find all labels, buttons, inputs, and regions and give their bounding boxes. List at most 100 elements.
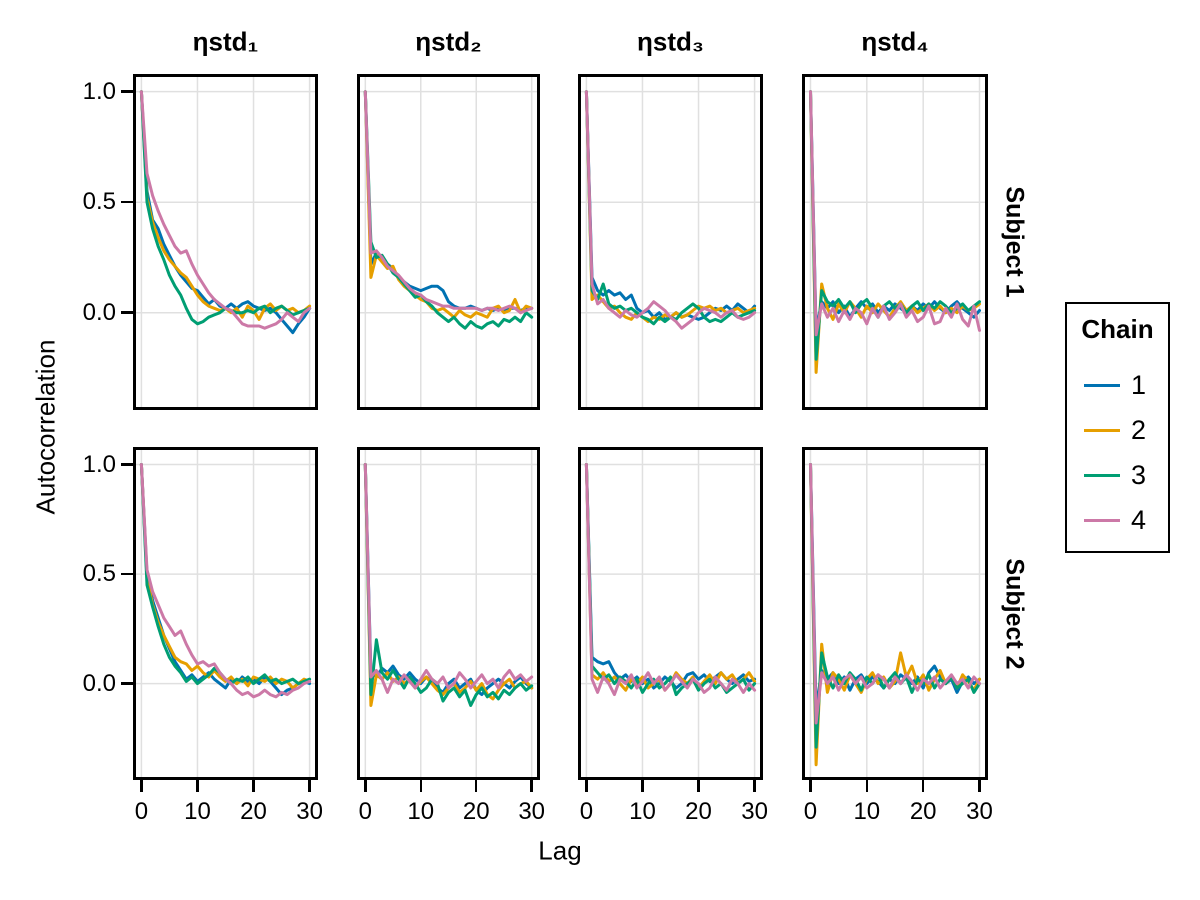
x-tick-mark: [978, 780, 981, 792]
legend-line-swatch: [1084, 383, 1120, 387]
y-tick-label: 0.0: [82, 298, 116, 326]
x-tick-mark: [697, 780, 700, 792]
legend-box: Chain 1 2 3 4: [1065, 302, 1170, 553]
x-tick-label: 20: [685, 798, 712, 825]
chain-4-line: [584, 463, 757, 697]
y-tick-label: 1.0: [82, 77, 116, 105]
facet-panel-subject-1-col3: [578, 74, 763, 410]
facet-panel-subject-2-col1: [133, 447, 318, 780]
facet-row-label-2: Subject 2: [1000, 557, 1029, 670]
x-tick-label: 30: [518, 798, 546, 825]
panel-background: [357, 447, 540, 780]
y-tick-mark: [121, 572, 133, 576]
chain-4-line: [363, 90, 534, 315]
facet-title-col1: ηstd₁: [192, 26, 259, 57]
panel-border: [133, 447, 318, 780]
legend-line-swatch: [1084, 473, 1120, 477]
chain-4-line: [139, 463, 312, 699]
facet-title-col3: ηstd₃: [637, 26, 704, 57]
x-tick-label: 0: [134, 798, 149, 825]
chain-4-line: [809, 463, 981, 725]
legend-entry-chain-2: 2: [1067, 415, 1168, 445]
legend-entry-chain-4: 4: [1067, 505, 1168, 535]
x-tick-mark: [809, 780, 812, 792]
panel-background: [802, 447, 988, 780]
x-tick-mark: [865, 780, 869, 792]
panel-border: [357, 447, 540, 780]
x-tick-label: 10: [853, 798, 881, 825]
x-tick-label: 0: [358, 798, 372, 825]
panel-border: [802, 447, 988, 780]
x-tick-mark: [252, 780, 255, 792]
x-tick-label: 20: [462, 798, 490, 825]
panel-background: [578, 74, 763, 410]
x-tick-mark: [419, 780, 423, 792]
chain-1-line: [809, 90, 981, 332]
legend-entry-chain-3: 3: [1067, 460, 1168, 490]
facet-panel-subject-1-col4: [802, 74, 988, 410]
y-tick-mark: [121, 200, 133, 204]
x-tick-label: 10: [407, 798, 435, 825]
y-tick-mark: [121, 682, 133, 685]
x-tick-label: 30: [741, 798, 768, 825]
panel-border: [802, 74, 988, 410]
y-tick-label: 0.5: [82, 560, 116, 588]
panel-border: [578, 74, 763, 410]
x-tick-label: 30: [296, 798, 323, 825]
panel-background: [133, 447, 318, 780]
facet-title-col4: ηstd₄: [861, 26, 929, 57]
x-tick-mark: [308, 780, 311, 792]
legend-entry-label: 4: [1131, 504, 1147, 535]
legend-line-swatch: [1084, 428, 1120, 432]
facet-panel-subject-2-col4: [802, 447, 988, 780]
x-tick-label: 10: [629, 798, 656, 825]
chain-2-line: [139, 463, 312, 690]
x-axis-label: Lag: [538, 835, 582, 866]
x-tick-label: 20: [240, 798, 267, 825]
panel-background: [578, 447, 763, 780]
legend-line-swatch: [1084, 518, 1120, 522]
facet-title-col2: ηstd₂: [415, 26, 482, 57]
y-tick-label: 0.0: [82, 669, 116, 697]
y-tick-mark: [121, 463, 133, 466]
x-tick-mark: [364, 780, 367, 792]
x-tick-mark: [474, 780, 478, 792]
x-tick-label: 30: [966, 798, 993, 825]
legend-entry-label: 3: [1131, 459, 1147, 490]
chain-2-line: [363, 90, 534, 319]
chain-4-line: [809, 90, 981, 337]
y-tick-mark: [121, 311, 133, 314]
panel-background: [357, 74, 540, 410]
chain-4-line: [584, 90, 757, 330]
facet-row-label-1: Subject 1: [1000, 186, 1029, 298]
x-tick-label: 0: [803, 798, 818, 825]
y-tick-label: 0.5: [82, 188, 116, 216]
legend-entry-chain-1: 1: [1067, 370, 1168, 400]
legend-entry-label: 1: [1131, 369, 1147, 400]
y-tick-mark: [121, 90, 133, 93]
x-tick-mark: [921, 780, 925, 792]
chain-3-line: [809, 90, 981, 361]
legend-entry-label: 2: [1131, 414, 1147, 445]
y-axis-label: Autocorrelation: [30, 339, 61, 515]
chain-3-line: [363, 463, 534, 707]
panel-border: [133, 74, 318, 410]
x-tick-mark: [753, 780, 756, 792]
facet-panel-subject-2-col2: [357, 447, 540, 780]
x-tick-label: 20: [909, 798, 937, 825]
chain-4-line: [139, 90, 312, 330]
x-tick-mark: [196, 780, 199, 792]
panel-border: [578, 447, 763, 780]
x-tick-mark: [585, 780, 588, 792]
legend-title: Chain: [1081, 314, 1154, 344]
panel-border: [357, 74, 540, 410]
facet-panel-subject-1-col1: [133, 74, 318, 410]
panel-background: [802, 74, 988, 410]
x-tick-label: 10: [184, 798, 211, 825]
chain-3-line: [363, 90, 534, 330]
chain-3-line: [584, 463, 757, 697]
x-tick-mark: [641, 780, 644, 792]
x-tick-label: 0: [579, 798, 594, 825]
chain-4-line: [363, 463, 534, 694]
